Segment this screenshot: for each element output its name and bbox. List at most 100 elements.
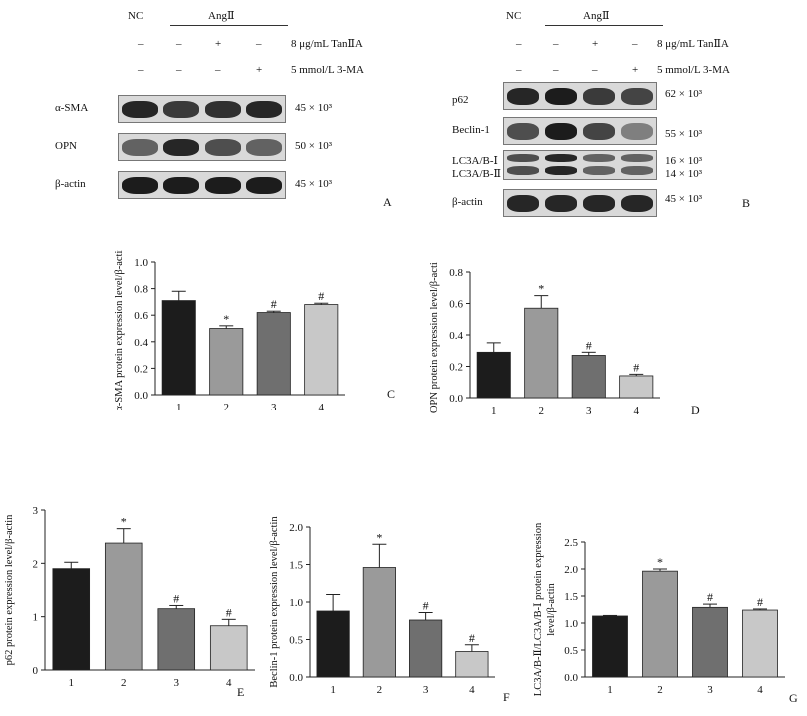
sign: – (176, 64, 182, 76)
sign: – (176, 38, 182, 50)
x-tick-label: 2 (224, 402, 230, 410)
protein-band (121, 138, 158, 157)
sign: – (592, 64, 598, 76)
bar (104, 542, 143, 671)
ang-bracket-line (170, 25, 288, 26)
significance-mark: * (538, 282, 544, 296)
protein-band (620, 194, 654, 213)
protein-band (582, 87, 616, 106)
western-blot-strip (503, 82, 657, 110)
y-axis-label: p62 protein expression level/β-actin (5, 514, 15, 666)
bar (304, 304, 339, 396)
treatment-label: 5 mmol/L 3-MA (291, 64, 364, 76)
protein-band (620, 87, 654, 106)
y-tick-label: 1.5 (289, 560, 303, 572)
sign: – (553, 38, 559, 50)
x-tick-label: 2 (539, 405, 545, 417)
sign: – (256, 38, 262, 50)
x-tick-label: 4 (469, 684, 475, 696)
y-tick-label: 0.6 (449, 299, 463, 311)
protein-band (506, 87, 540, 106)
sign: – (215, 64, 221, 76)
protein-band (163, 100, 200, 119)
molecular-weight: 45 × 10³ (295, 102, 333, 114)
y-tick-label: 0.0 (134, 390, 148, 402)
blot-label: OPN (55, 140, 78, 152)
x-tick-label: 1 (176, 402, 182, 410)
x-tick-label: 4 (226, 677, 232, 689)
protein-band (204, 138, 241, 157)
blot-label: LC3A/B-Ⅱ (452, 168, 502, 180)
significance-mark: # (173, 591, 179, 605)
x-tick-label: 3 (174, 677, 180, 689)
y-tick-label: 0.4 (134, 337, 148, 349)
treatment-label: 5 mmol/L 3-MA (657, 64, 730, 76)
protein-band (544, 154, 578, 163)
western-blot-strip (118, 133, 286, 161)
y-tick-label: 1.0 (564, 618, 578, 630)
y-tick-label: 1.0 (289, 597, 303, 609)
y-axis-label: α-SMA protein expression level/β-actin (114, 250, 125, 410)
molecular-weight: 62 × 10³ (665, 88, 703, 100)
sign: – (138, 38, 144, 50)
protein-band (204, 100, 241, 119)
molecular-weight: 14 × 10³ (665, 168, 703, 180)
bar (619, 375, 654, 399)
sign: + (592, 38, 599, 50)
protein-band (163, 138, 200, 157)
bar (52, 568, 91, 671)
protein-band (506, 166, 540, 175)
molecular-weight: 55 × 10³ (665, 128, 703, 140)
western-blot-strip (118, 95, 286, 123)
y-tick-label: 0.4 (449, 330, 463, 342)
y-tick-label: 0.5 (564, 645, 578, 657)
bar-chart-d: 0.0 0.2 0.4 0.6 0.8 OPN protein expression le… (429, 262, 700, 417)
bar (524, 307, 559, 399)
sign: + (632, 64, 639, 76)
molecular-weight: 45 × 10³ (665, 193, 703, 205)
bar (476, 351, 511, 399)
blot-label: Beclin-1 (452, 124, 490, 136)
y-tick-label: 2.0 (564, 564, 578, 576)
significance-mark: # (633, 360, 639, 374)
x-tick-label: 3 (271, 402, 277, 410)
panel-letter: C (387, 387, 395, 401)
sign: – (516, 64, 522, 76)
y-tick-label: 1 (33, 612, 39, 624)
molecular-weight: 16 × 10³ (665, 155, 703, 167)
y-axis-label: Beclin-1 protein expression level/β-acti… (269, 516, 280, 688)
panel-letter-b: B (742, 196, 751, 210)
protein-band (121, 176, 158, 195)
significance-mark: * (376, 530, 382, 544)
protein-band (246, 100, 283, 119)
protein-band (204, 176, 241, 195)
y-tick-label: 0.5 (289, 635, 303, 647)
y-axis-label: OPN protein expression level/β-actin (429, 262, 440, 413)
nc-label: NC (506, 10, 522, 22)
blot-label: β-actin (55, 178, 86, 190)
protein-band (544, 166, 578, 175)
x-tick-label: 2 (121, 677, 127, 689)
significance-mark: # (707, 590, 713, 604)
y-tick-label: 2.5 (564, 537, 578, 549)
x-tick-label: 3 (423, 684, 429, 696)
x-tick-label: 3 (586, 405, 592, 417)
bar (409, 619, 443, 678)
ang-label: AngⅡ (583, 10, 610, 22)
significance-mark: # (226, 605, 232, 619)
significance-mark: * (223, 312, 229, 326)
treatment-label: 8 μg/mL TanⅡA (657, 38, 729, 50)
bar (692, 606, 728, 678)
sign: + (256, 64, 263, 76)
protein-band (582, 154, 616, 163)
panel-letter: G (789, 691, 798, 705)
ang-label: AngⅡ (208, 10, 235, 22)
y-tick-label: 0.8 (449, 267, 463, 279)
protein-band (620, 122, 654, 141)
molecular-weight: 45 × 10³ (295, 178, 333, 190)
significance-mark: # (757, 595, 763, 609)
bar (455, 651, 489, 678)
bar (157, 608, 196, 671)
protein-band (544, 87, 578, 106)
western-blot-strip (503, 117, 657, 145)
